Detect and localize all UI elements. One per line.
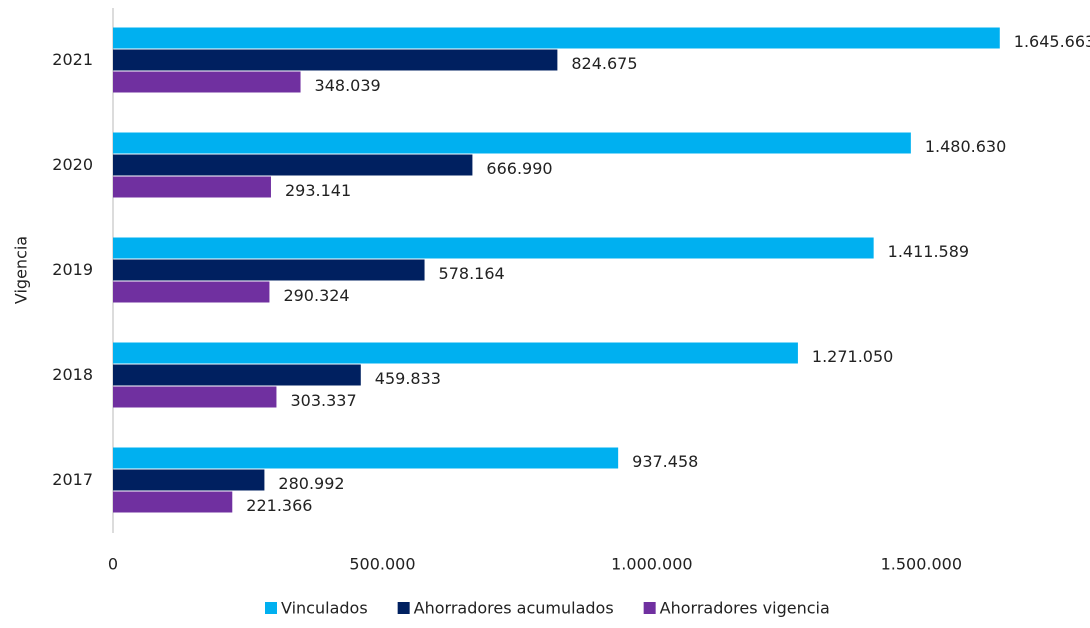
value-label: 578.164	[439, 264, 505, 283]
value-label: 824.675	[571, 54, 637, 73]
value-label: 1.645.663	[1014, 32, 1090, 51]
x-tick-label: 500.000	[349, 555, 415, 574]
value-label: 459.833	[375, 369, 441, 388]
y-tick-label: 2021	[52, 50, 93, 69]
y-tick-label: 2019	[52, 260, 93, 279]
legend-swatch	[265, 602, 277, 614]
y-tick-label: 2018	[52, 365, 93, 384]
bar	[113, 154, 473, 176]
y-tick-label: 2020	[52, 155, 93, 174]
value-label: 221.366	[246, 496, 312, 515]
bar	[113, 469, 265, 491]
bar	[113, 49, 558, 71]
y-tick-label: 2017	[52, 470, 93, 489]
value-label: 280.992	[278, 474, 344, 493]
legend-label: Ahorradores acumulados	[414, 599, 614, 618]
value-label: 290.324	[283, 286, 349, 305]
value-label: 937.458	[632, 452, 698, 471]
legend-swatch	[643, 602, 656, 614]
bar	[113, 342, 798, 364]
legend-label: Ahorradores vigencia	[660, 599, 830, 618]
value-label: 1.411.589	[888, 242, 969, 261]
bar	[113, 364, 361, 386]
x-tick-label: 1.500.000	[881, 555, 962, 574]
legend-swatch	[397, 602, 410, 614]
x-tick-label: 1.000.000	[611, 555, 692, 574]
legend-label: Vinculados	[281, 599, 368, 618]
value-label: 303.337	[290, 391, 356, 410]
x-tick-label: 0	[108, 555, 118, 574]
bar	[113, 259, 425, 281]
value-label: 293.141	[285, 181, 351, 200]
value-label: 1.480.630	[925, 137, 1006, 156]
bar	[113, 281, 270, 303]
bar	[113, 176, 271, 198]
bar	[113, 27, 1000, 49]
bar	[113, 132, 911, 154]
bar	[113, 237, 874, 259]
y-axis-label: Vigencia	[12, 236, 31, 304]
bar	[113, 71, 301, 93]
bar	[113, 447, 619, 469]
value-label: 666.990	[486, 159, 552, 178]
value-label: 348.039	[315, 76, 381, 95]
value-label: 1.271.050	[812, 347, 893, 366]
bar	[113, 386, 277, 408]
bar	[113, 491, 233, 513]
